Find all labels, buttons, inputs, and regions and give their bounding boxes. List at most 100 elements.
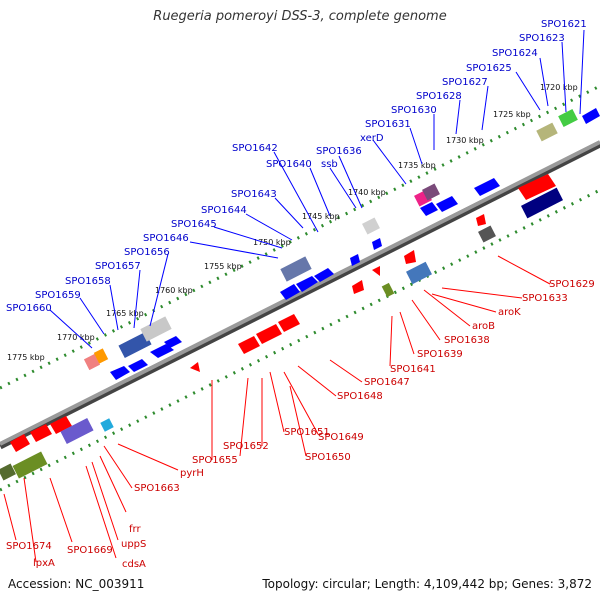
gene-block[interactable]: [404, 250, 416, 264]
gene-block[interactable]: [521, 187, 563, 219]
gene-block[interactable]: [478, 225, 496, 243]
gene-label-SPO1621[interactable]: SPO1621: [541, 19, 587, 30]
gene-block[interactable]: [100, 418, 114, 432]
gene-block[interactable]: [362, 217, 380, 235]
gene-block[interactable]: [476, 214, 486, 226]
gene-label-SPO1669[interactable]: SPO1669: [67, 545, 113, 556]
gene-block[interactable]: [164, 336, 182, 348]
gene-block[interactable]: [280, 284, 300, 300]
gene-label-SPO1659[interactable]: SPO1659: [35, 290, 81, 301]
gene-block[interactable]: [140, 316, 172, 342]
reverse-tick-row: [0, 188, 600, 492]
scale-labels: 1720 kbp 1725 kbp 1730 kbp 1735 kbp 1740…: [7, 83, 578, 362]
gene-block[interactable]: [372, 266, 380, 276]
reverse-callout-lines: [3, 255, 551, 563]
gene-label-aroB[interactable]: aroB: [472, 321, 495, 332]
gene-label-aroK[interactable]: aroK: [498, 307, 521, 318]
gene-label-SPO1645[interactable]: SPO1645: [171, 219, 217, 230]
gene-label-SPO1646[interactable]: SPO1646: [143, 233, 189, 244]
gene-label-SPO1657[interactable]: SPO1657: [95, 261, 141, 272]
gene-block[interactable]: [50, 416, 72, 434]
gene-label-SPO1641[interactable]: SPO1641: [390, 364, 436, 375]
scale-label: 1725 kbp: [493, 110, 531, 119]
genome-title: Ruegeria pomeroyi DSS-3, complete genome: [153, 9, 447, 24]
gene-block[interactable]: [314, 268, 334, 282]
gene-label-lpxA[interactable]: lpxA: [33, 558, 55, 569]
gene-label-SPO1655[interactable]: SPO1655: [192, 455, 238, 466]
gene-block[interactable]: [280, 256, 312, 282]
gene-label-SPO1660[interactable]: SPO1660: [6, 303, 52, 314]
gene-block[interactable]: [190, 362, 200, 372]
gene-block[interactable]: [296, 276, 318, 292]
gene-label-cdsA[interactable]: cdsA: [122, 559, 146, 570]
gene-label-SPO1651[interactable]: SPO1651: [284, 427, 330, 438]
gene-block[interactable]: [10, 434, 30, 452]
gene-label-SPO1627[interactable]: SPO1627: [442, 77, 488, 88]
gene-label-uppS[interactable]: uppS: [121, 539, 146, 550]
gene-label-SPO1623[interactable]: SPO1623: [519, 33, 565, 44]
gene-label-SPO1639[interactable]: SPO1639: [417, 349, 463, 360]
gene-label-SPO1631[interactable]: SPO1631: [365, 119, 411, 130]
gene-label-SPO1643[interactable]: SPO1643: [231, 189, 277, 200]
gene-label-SPO1663[interactable]: SPO1663: [134, 483, 180, 494]
gene-label-SPO1629[interactable]: SPO1629: [549, 279, 595, 290]
scale-label: 1745 kbp: [302, 212, 340, 221]
gene-block[interactable]: [350, 254, 360, 266]
gene-block[interactable]: [256, 324, 282, 344]
gene-block[interactable]: [12, 451, 48, 479]
scale-label: 1740 kbp: [348, 188, 386, 197]
gene-label-SPO1633[interactable]: SPO1633: [522, 293, 568, 304]
gene-block[interactable]: [128, 359, 148, 372]
gene-label-SPO1674[interactable]: SPO1674: [6, 541, 52, 552]
gene-block[interactable]: [93, 348, 109, 364]
topology-text: Topology: circular; Length: 4,109,442 bp…: [262, 577, 592, 591]
gene-block[interactable]: [150, 344, 174, 358]
gene-label-SPO1642[interactable]: SPO1642: [232, 143, 278, 154]
gene-block[interactable]: [238, 336, 260, 354]
gene-label-SPO1625[interactable]: SPO1625: [466, 63, 512, 74]
gene-block[interactable]: [381, 282, 395, 298]
gene-block[interactable]: [30, 424, 52, 442]
scale-label: 1760 kbp: [155, 286, 193, 295]
gene-label-SPO1640[interactable]: SPO1640: [266, 159, 312, 170]
gene-label-SPO1638[interactable]: SPO1638: [444, 335, 490, 346]
gene-block[interactable]: [582, 108, 600, 124]
gene-label-SPO1648[interactable]: SPO1648: [337, 391, 383, 402]
gene-label-SPO1652[interactable]: SPO1652: [223, 441, 269, 452]
reverse-gene-labels: SPO1629 SPO1633 aroK aroB SPO1638 SPO163…: [6, 279, 595, 570]
gene-label-frr[interactable]: frr: [129, 524, 141, 535]
gene-label-SPO1647[interactable]: SPO1647: [364, 377, 410, 388]
gene-block[interactable]: [436, 196, 458, 212]
scale-label: 1765 kbp: [106, 309, 144, 318]
gene-block[interactable]: [60, 417, 94, 445]
gene-block[interactable]: [422, 183, 440, 201]
gene-label-SPO1656[interactable]: SPO1656: [124, 247, 170, 258]
gene-label-SPO1650[interactable]: SPO1650: [305, 452, 351, 463]
gene-block[interactable]: [352, 280, 364, 294]
gene-block[interactable]: [118, 331, 152, 359]
gene-block[interactable]: [372, 238, 382, 250]
gene-label-pyrH[interactable]: pyrH: [180, 468, 204, 479]
gene-block[interactable]: [474, 178, 500, 196]
gene-label-SPO1644[interactable]: SPO1644: [201, 205, 247, 216]
gene-label-SPO1628[interactable]: SPO1628: [416, 91, 462, 102]
gene-label-ssb[interactable]: ssb: [321, 159, 338, 170]
gene-block[interactable]: [558, 109, 578, 127]
forward-gene-labels: SPO1621 SPO1623 SPO1624 SPO1625 SPO1627 …: [6, 19, 587, 314]
gene-label-xerD[interactable]: xerD: [360, 133, 384, 144]
gene-block[interactable]: [536, 122, 558, 142]
gene-block[interactable]: [83, 353, 101, 371]
gene-label-SPO1630[interactable]: SPO1630: [391, 105, 437, 116]
gene-block[interactable]: [278, 314, 300, 332]
gene-block[interactable]: [406, 261, 432, 285]
scale-label: 1770 kbp: [57, 333, 95, 342]
gene-block[interactable]: [518, 174, 556, 200]
gene-label-SPO1649[interactable]: SPO1649: [318, 432, 364, 443]
gene-block[interactable]: [0, 463, 16, 481]
gene-label-SPO1624[interactable]: SPO1624: [492, 48, 538, 59]
gene-label-SPO1658[interactable]: SPO1658: [65, 276, 111, 287]
gene-label-SPO1636[interactable]: SPO1636: [316, 146, 362, 157]
gene-block[interactable]: [420, 202, 438, 216]
gene-block[interactable]: [110, 366, 130, 380]
